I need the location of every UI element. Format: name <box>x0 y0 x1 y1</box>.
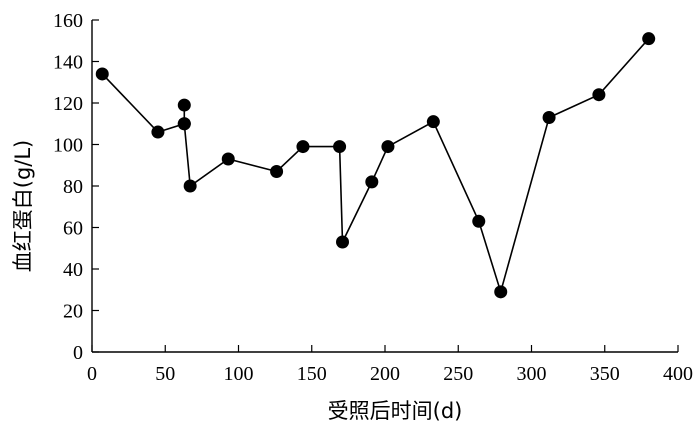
x-tick-label: 100 <box>224 363 254 385</box>
x-tick-label: 400 <box>663 363 693 385</box>
y-tick-label: 160 <box>53 10 83 32</box>
data-point <box>183 179 197 193</box>
data-point <box>151 125 165 139</box>
y-tick-label: 100 <box>53 135 83 157</box>
plot-area <box>95 32 656 299</box>
data-points <box>95 32 656 299</box>
data-point <box>270 164 284 178</box>
y-tick-label: 20 <box>63 301 83 323</box>
data-point <box>542 111 556 125</box>
x-tick-label: 50 <box>155 363 175 385</box>
data-point <box>333 140 347 154</box>
x-tick-label: 0 <box>87 363 97 385</box>
data-point <box>642 32 656 46</box>
y-tick-label: 60 <box>63 218 83 240</box>
data-point <box>381 140 395 154</box>
data-point <box>426 115 440 129</box>
series-line <box>101 38 650 295</box>
data-point <box>296 140 310 154</box>
data-point <box>494 285 508 299</box>
x-tick-label: 150 <box>297 363 327 385</box>
data-point <box>177 98 191 112</box>
y-tick-label: 0 <box>73 342 83 364</box>
x-tick-label: 200 <box>370 363 400 385</box>
x-tick-label: 250 <box>443 363 473 385</box>
axes <box>91 20 678 353</box>
data-point <box>221 152 235 166</box>
data-point <box>177 117 191 131</box>
y-tick-label: 120 <box>53 93 83 115</box>
data-point <box>365 175 379 189</box>
data-point <box>336 235 350 249</box>
y-tick-label: 40 <box>63 259 83 281</box>
x-axis-ticks: 0 50 100 150 200 250 300 350 400 <box>87 345 693 385</box>
x-tick-label: 300 <box>517 363 547 385</box>
y-axis-title: 血红蛋白(g/L) <box>11 140 35 273</box>
data-point <box>472 214 486 228</box>
data-point <box>592 88 606 102</box>
y-tick-label: 80 <box>63 176 83 198</box>
y-axis-ticks: 0 20 40 60 80 100 120 140 160 <box>53 10 99 364</box>
y-tick-label: 140 <box>53 52 83 74</box>
x-tick-label: 350 <box>590 363 620 385</box>
data-point <box>95 67 109 81</box>
x-axis-title: 受照后时间(d) <box>328 399 463 423</box>
